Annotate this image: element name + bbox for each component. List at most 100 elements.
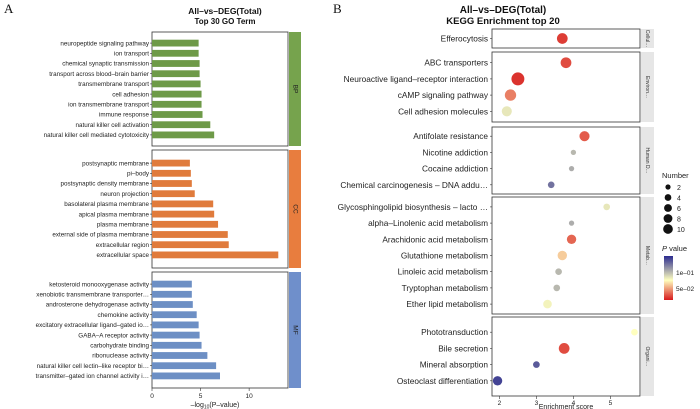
kegg-x-axis-title: Enrichment score — [539, 404, 594, 409]
kegg-point-bile-secretion — [558, 343, 570, 354]
kegg-pathway-label-cell-adhesion-molecules: Cell adhesion molecules — [398, 106, 488, 116]
go-bar-androsterone-dehydrogenase-activity — [152, 301, 193, 308]
go-bar-basolateral-plasma-membrane — [152, 200, 214, 208]
go-bar-neuron-projection — [152, 190, 195, 198]
go-x-axis-title: –log10(P–value) — [191, 402, 240, 409]
go-category-label-carbohydrate-binding: carbohydrate binding — [90, 343, 149, 350]
go-bar-carbohydrate-binding — [152, 341, 202, 349]
kegg-strip-label-2: Human D… — [644, 147, 650, 173]
kegg-pathway-label-glutathione-metabolism: Glutathione metabolism — [401, 251, 488, 261]
kegg-point-cocaine-addiction — [568, 165, 575, 172]
go-bar-transport-across-blood-brain-barrier — [152, 70, 200, 78]
kegg-strip-4 — [641, 317, 654, 396]
kegg-strip-2 — [641, 127, 654, 194]
panel-a-letter: A — [4, 1, 14, 16]
go-bar-extracellular-region — [152, 241, 229, 249]
kegg-xtick-label-5: 5 — [609, 400, 613, 407]
go-category-label-natural-killer-cell-mediated-cytotoxicity: natural killer cell mediated cytotoxicit… — [44, 132, 150, 139]
go-bar-ion-transmembrane-transport — [152, 100, 202, 108]
size-legend-label-10: 10 — [677, 227, 685, 234]
kegg-xtick-label-4: 4 — [572, 400, 576, 407]
kegg-pathway-label-efferocytosis: Efferocytosis — [441, 34, 488, 44]
panel-b-letter: B — [333, 1, 342, 16]
go-x-axis-title-sub: 10 — [204, 405, 210, 409]
kegg-panel-frame-4 — [491, 316, 641, 397]
go-category-label-natural-killer-cell-lectin-like-receptor-bi: natural killer cell lectin–like receptor… — [37, 363, 149, 370]
size-legend-dot-2 — [665, 184, 671, 190]
kegg-point-phototransduction — [631, 328, 638, 336]
kegg-point-glutathione-metabolism — [557, 250, 567, 261]
kegg-point-ether-lipid-metabolism — [543, 299, 552, 309]
go-chart-title: All–vs–DEG(Total) — [188, 6, 262, 16]
go-category-label-ketosteroid-monooxygenase-activity: ketosteroid monooxygenase activity — [49, 281, 150, 288]
go-bar-natural-killer-cell-lectin-like-receptor-bi — [152, 362, 217, 370]
kegg-panel-frame-2 — [491, 126, 641, 195]
kegg-pathway-label-camp-signaling-pathway: cAMP signaling pathway — [398, 90, 489, 100]
go-category-label-xenobiotic-transmembrane-transporter: xenobiotic transmembrane transporter… — [36, 292, 149, 299]
kegg-point-linoleic-acid-metabolism — [555, 268, 562, 276]
go-bar-neuropeptide-signaling-pathway — [152, 39, 199, 47]
color-legend-title-rest: value — [667, 244, 687, 253]
go-category-label-postsynaptic-membrane: postsynaptic membrane — [82, 160, 149, 167]
go-bar-postsynaptic-membrane — [152, 159, 190, 167]
size-legend-label-8: 8 — [677, 217, 681, 224]
kegg-pathway-label-glycosphingolipid-biosynthesis-lacto: Glycosphingolipid biosynthesis – lacto … — [338, 202, 488, 212]
go-bar-postsynaptic-density-membrane — [152, 180, 192, 187]
kegg-point-glycosphingolipid-biosynthesis-lacto — [603, 203, 611, 211]
go-category-label-ribonuclease-activity: ribonuclease activity — [92, 353, 150, 360]
color-legend-bar — [664, 256, 673, 300]
kegg-pathway-label-tryptophan-metabolism: Tryptophan metabolism — [402, 283, 488, 293]
go-xtick-label-10: 10 — [246, 393, 254, 400]
kegg-point-antifolate-resistance — [579, 131, 590, 142]
go-category-label-ion-transport: ion transport — [114, 51, 149, 58]
kegg-pathway-label-alpha-linolenic-acid-metabolism: alpha–Linolenic acid metabolism — [368, 218, 488, 228]
go-bar-external-side-of-plasma-membrane — [152, 231, 228, 238]
go-category-label-plasma-membrane: plasma membrane — [97, 222, 150, 229]
go-bar-apical-plasma-membrane — [152, 210, 215, 218]
kegg-xtick-label-2: 2 — [498, 400, 502, 407]
color-legend-title-italic: P — [662, 244, 667, 253]
go-panel-frame-cc — [151, 149, 289, 269]
go-strip-bp — [289, 32, 301, 146]
go-panel-frame-mf — [151, 271, 289, 389]
kegg-point-tryptophan-metabolism — [553, 284, 561, 292]
size-legend-dot-4 — [664, 194, 672, 201]
go-category-label-transport-across-blood-brain-barrier: transport across blood–brain barrier — [49, 71, 149, 78]
kegg-point-mineral-absorption — [533, 361, 540, 368]
kegg-point-cell-adhesion-molecules — [501, 106, 512, 117]
kegg-strip-1 — [641, 52, 654, 122]
kegg-strip-3 — [641, 197, 654, 314]
go-strip-mf — [289, 272, 301, 388]
go-bar-plasma-membrane — [152, 220, 219, 228]
kegg-strip-label-0: Cellul… — [644, 30, 650, 48]
kegg-panel-frame-1 — [491, 51, 641, 123]
kegg-strip-label-4: Organi… — [644, 346, 650, 366]
go-category-label-natural-killer-cell-activation: natural killer cell activation — [76, 122, 150, 129]
go-category-label-extracellular-region: extracellular region — [96, 242, 150, 249]
kegg-pathway-label-arachidonic-acid-metabolism: Arachidonic acid metabolism — [382, 234, 488, 244]
go-bar-ketosteroid-monooxygenase-activity — [152, 280, 192, 288]
go-strip-label-bp: BP — [291, 85, 298, 94]
kegg-chart-subtitle: KEGG Enrichment top 20 — [446, 16, 560, 27]
size-legend-dot-8 — [663, 214, 673, 223]
kegg-point-alpha-linolenic-acid-metabolism — [568, 220, 575, 226]
go-category-label-immune-response: immune response — [99, 112, 150, 119]
size-legend-dot-10 — [663, 224, 673, 234]
kegg-point-neuroactive-ligand-receptor-interaction — [511, 72, 525, 86]
go-bar-natural-killer-cell-mediated-cytotoxicity — [152, 131, 215, 139]
color-legend-title: P value — [662, 244, 687, 253]
go-panel-frame-bp — [151, 31, 289, 147]
go-bar-immune-response — [152, 111, 203, 118]
go-bar-chemokine-activity — [152, 311, 197, 319]
go-bar-gaba-a-receptor-activity — [152, 331, 200, 339]
go-x-axis-title-rest: (P–value) — [209, 402, 239, 409]
kegg-strip-0 — [641, 29, 654, 48]
go-category-label-transmitter-gated-ion-channel-activity-i: transmitter–gated ion channel activity i… — [36, 373, 149, 380]
kegg-strip-label-3: Metab… — [644, 246, 650, 265]
size-legend-label-4: 4 — [677, 196, 681, 203]
go-bar-ribonuclease-activity — [152, 352, 208, 359]
kegg-point-arachidonic-acid-metabolism — [566, 234, 577, 244]
go-xtick-label-0: 0 — [150, 393, 154, 400]
color-legend-label-high: 1e–01 — [676, 270, 694, 277]
